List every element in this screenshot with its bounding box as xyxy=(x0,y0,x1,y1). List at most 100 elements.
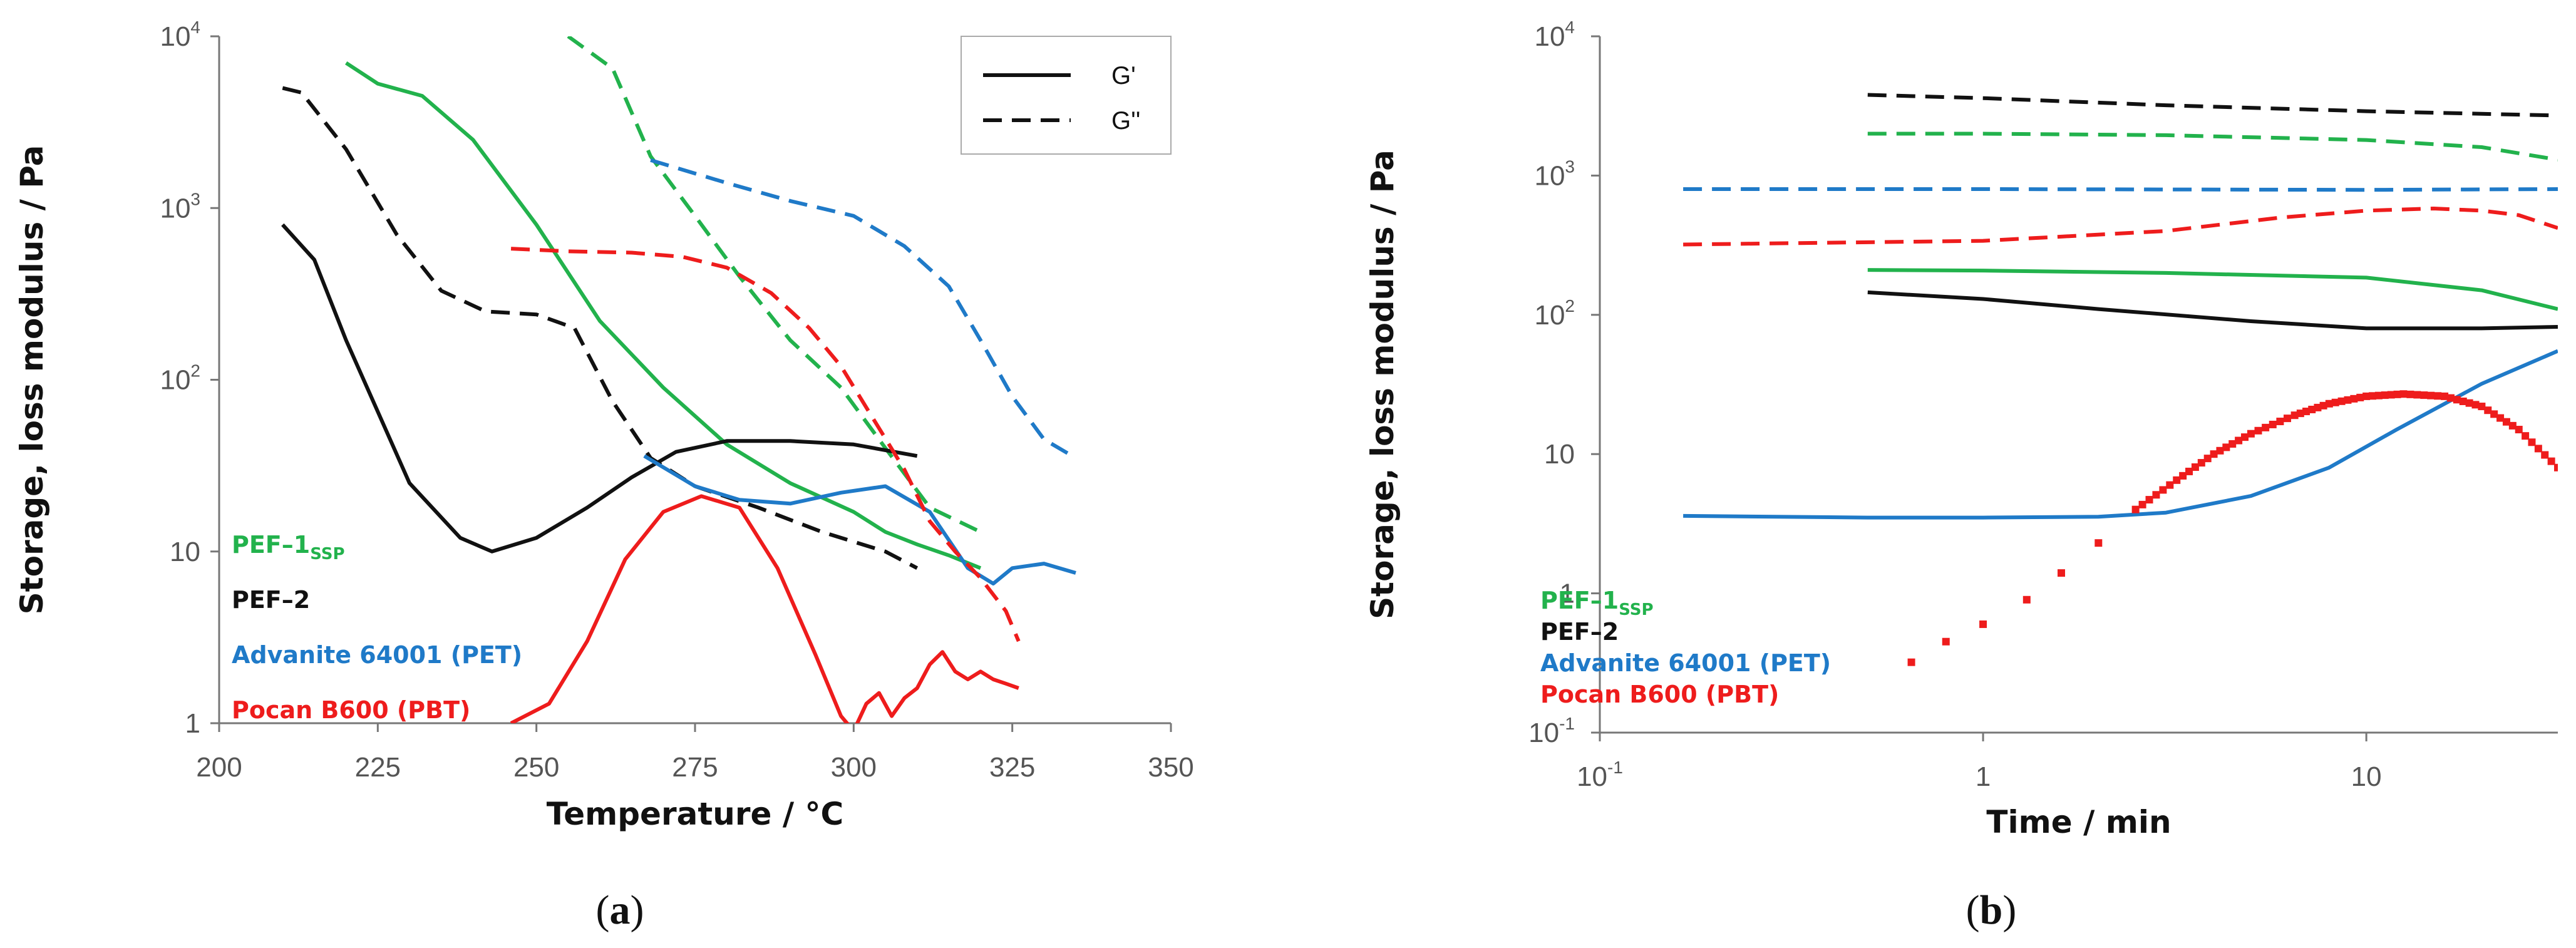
data-point xyxy=(2290,411,2299,420)
data-point xyxy=(2356,393,2364,401)
data-point xyxy=(2191,463,2199,471)
series-advanite-64001-pet-g-line xyxy=(650,158,1077,460)
x-tick-label: 250 xyxy=(513,752,559,783)
series-pef-1ssp-g-line xyxy=(1867,268,2558,311)
x-axis-title: Temperature / °C xyxy=(547,796,843,832)
data-point xyxy=(2058,569,2066,577)
data-point xyxy=(2362,392,2371,400)
series-pocan-b600-pbt-g-line xyxy=(1683,207,2558,247)
series-label-pef-2: PEF–2 xyxy=(232,586,310,614)
series-pef-2-g-line xyxy=(281,223,918,554)
series-label-pef-1ssp: PEF–1SSP xyxy=(232,531,345,564)
data-point xyxy=(2302,408,2311,416)
data-point xyxy=(2508,421,2517,430)
data-point xyxy=(1979,620,1987,628)
data-point xyxy=(2554,463,2558,471)
data-point xyxy=(2381,391,2389,399)
x-tick-label: 275 xyxy=(672,752,718,783)
panel-label: (a) xyxy=(596,887,644,933)
legend-label: G' xyxy=(1111,62,1136,90)
data-point xyxy=(2185,467,2193,475)
data-point xyxy=(2152,491,2160,499)
y-tick-label: 10 xyxy=(170,537,200,567)
data-point xyxy=(2434,392,2442,400)
data-point xyxy=(2478,403,2486,411)
x-tick-label: 300 xyxy=(831,752,877,783)
x-tick-label: 225 xyxy=(355,752,401,783)
x-tick-label: 325 xyxy=(989,752,1035,783)
data-point xyxy=(2387,391,2395,399)
series-pef-2-g-line xyxy=(1867,93,2558,118)
x-tick-label: 1 xyxy=(1976,761,1991,792)
x-axis-title: Time / min xyxy=(1986,804,2171,840)
y-tick-label: 103 xyxy=(160,189,200,224)
data-point xyxy=(2374,391,2383,399)
data-point xyxy=(2490,410,2498,418)
series-pocan-b600-pbt-g xyxy=(1907,390,2558,666)
series-pocan-b600-pbt-g-line xyxy=(510,247,1021,642)
data-point xyxy=(2344,396,2352,404)
data-point xyxy=(2515,426,2523,434)
y-tick-label: 104 xyxy=(1534,18,1575,52)
y-axis-title: Storage, loss modulus / Pa xyxy=(14,145,50,615)
data-point xyxy=(2547,457,2555,465)
data-point xyxy=(2314,403,2322,411)
data-point xyxy=(2541,451,2549,459)
data-point xyxy=(2284,415,2292,423)
data-point xyxy=(2276,418,2284,426)
data-point xyxy=(2453,396,2461,404)
series-label-pef-1ssp: PEF–1SSP xyxy=(1540,587,1654,619)
data-point xyxy=(2420,391,2428,399)
data-point xyxy=(2173,476,2181,484)
data-point xyxy=(1907,658,1915,666)
legend-box xyxy=(961,36,1172,155)
data-point xyxy=(2534,445,2542,453)
x-tick-label: 350 xyxy=(1148,752,1193,783)
legend-label: G'' xyxy=(1111,107,1140,135)
data-point xyxy=(2528,438,2536,446)
data-point xyxy=(2179,471,2187,480)
data-point xyxy=(2399,390,2408,398)
data-point xyxy=(2319,401,2327,410)
series-label-pocan-b600-pbt: Pocan B600 (PBT) xyxy=(1540,681,1779,708)
data-point xyxy=(2254,426,2262,435)
data-point xyxy=(2350,394,2358,403)
series-label-advanite-64001-pet: Advanite 64001 (PET) xyxy=(1540,649,1831,677)
data-point xyxy=(2325,399,2333,408)
data-point xyxy=(2247,430,2255,438)
panel-label: (b) xyxy=(1966,887,2017,933)
plot-area xyxy=(281,36,1077,723)
data-point xyxy=(2406,390,2414,398)
data-point xyxy=(2441,392,2449,400)
data-point xyxy=(2094,539,2103,547)
data-point xyxy=(2203,455,2212,463)
data-point xyxy=(2496,414,2505,422)
y-tick-label: 1 xyxy=(1560,579,1575,609)
data-point xyxy=(2296,410,2304,418)
series-pef-2-g-line xyxy=(1867,290,2558,331)
series-advanite-64001-pet-g-line xyxy=(643,454,1076,586)
data-point xyxy=(2269,420,2277,428)
data-point xyxy=(2465,399,2473,407)
data-point xyxy=(2159,486,2167,494)
x-tick-label: 200 xyxy=(196,752,242,783)
data-point xyxy=(2228,440,2237,448)
data-point xyxy=(2393,390,2401,398)
data-point xyxy=(2427,391,2435,399)
series-pef-1ssp-g-line xyxy=(567,36,982,534)
series-pocan-b600-pbt-g-line xyxy=(510,494,1019,723)
data-point xyxy=(1942,637,1950,646)
series-label-pocan-b600-pbt: Pocan B600 (PBT) xyxy=(232,696,470,724)
x-tick-label: 10-1 xyxy=(1577,758,1623,792)
series-pef-1ssp-g-line xyxy=(1867,131,2558,162)
y-tick-label: 10 xyxy=(1544,439,1575,470)
y-tick-label: 102 xyxy=(1534,296,1575,331)
y-tick-label: 1 xyxy=(185,708,200,739)
data-point xyxy=(2337,397,2346,405)
series-advanite-64001-pet-g-line xyxy=(1683,187,2558,192)
data-point xyxy=(2022,595,2031,604)
data-point xyxy=(2413,391,2421,399)
y-tick-label: 103 xyxy=(1534,157,1575,191)
